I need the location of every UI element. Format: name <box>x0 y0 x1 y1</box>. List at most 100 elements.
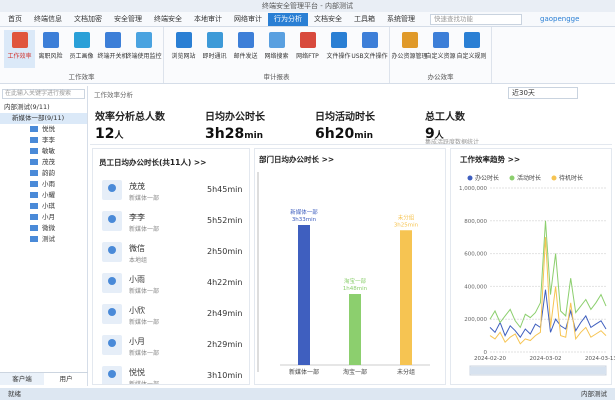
ribbon-item[interactable]: USB文件操作 <box>351 30 388 68</box>
tree-node[interactable]: 测试 <box>0 234 87 245</box>
line-panel <box>450 148 612 385</box>
tree-node[interactable]: 小琪 <box>0 201 87 212</box>
menu-tab[interactable]: 终端安全 <box>154 14 182 23</box>
range-select[interactable]: 近30天 <box>508 87 578 99</box>
ribbon-item[interactable]: 网络搜索 <box>261 30 292 68</box>
tree-node[interactable]: 微微 <box>0 223 87 234</box>
ribbon-item[interactable]: 终端开关机 <box>97 30 128 68</box>
employee-row[interactable]: 小月 新媒体一部 2h29min <box>99 332 244 360</box>
ribbon-item[interactable]: 邮件发送 <box>230 30 261 68</box>
employee-row[interactable]: 李李 新媒体一部 5h52min <box>99 208 244 236</box>
menu-tab[interactable]: 本地审计 <box>194 14 222 23</box>
employee-name: 小雨 <box>129 275 145 284</box>
ribbon-item-label: 邮件发送 <box>233 53 258 60</box>
menu-tab[interactable]: 工具箱 <box>354 14 375 23</box>
ribbon-item-label: 网络FTP <box>296 53 319 60</box>
menu-tab[interactable]: 系统管理 <box>387 14 415 23</box>
stat-unit: min <box>244 131 264 141</box>
status-right: 内部测试 <box>581 390 607 398</box>
employee-dept: 本地组 <box>129 257 148 264</box>
tree-node[interactable]: 小雨 <box>0 179 87 190</box>
menu-tab[interactable]: 首页 <box>8 14 22 23</box>
menu-tab[interactable]: 文档安全 <box>314 14 342 23</box>
ribbon-item[interactable]: 终端使用监控 <box>125 30 162 68</box>
icon <box>401 32 418 48</box>
ribbon-item-label: 自定义规则 <box>456 53 487 60</box>
stat-value: 6h20min <box>315 126 420 142</box>
avatar <box>102 304 122 324</box>
stat-number: 9 <box>425 126 435 142</box>
ribbon-items: 工作效率 离职风险 员工画像 终端开关机 终端使用监控 <box>4 27 162 71</box>
tree-tab[interactable]: 客户端 <box>0 373 44 385</box>
employee-dept: 新媒体一部 <box>129 350 160 357</box>
employee-row[interactable]: 悦悦 新媒体一部 3h10min <box>99 363 244 385</box>
employee-name: 微信 <box>129 244 145 253</box>
stat: 总工人数 9人 <box>425 108 530 142</box>
ribbon-item[interactable]: 自定义规则 <box>456 30 487 68</box>
menu-tab[interactable]: 网络审计 <box>234 14 262 23</box>
stat-label: 总工人数 <box>425 112 465 123</box>
ribbon-group: 办公资源管理 自定义资源 自定义规则 办公效率 <box>390 27 492 83</box>
separator <box>90 144 612 145</box>
tree-panel: 在此输入关键字进行搜索 内部测试(9/11) 新媒体一部(9/11) 悦悦 李李 敏敏 茂茂… <box>0 86 88 386</box>
ribbon-item[interactable]: 离职风险 <box>35 30 66 68</box>
icon <box>42 32 59 48</box>
tree-label: 小耀 <box>42 191 55 199</box>
icon <box>73 32 90 48</box>
employee-dept: 新媒体一部 <box>129 226 160 233</box>
tree-search[interactable]: 在此输入关键字进行搜索 <box>2 89 85 99</box>
ribbon-item[interactable]: 工作效率 <box>4 30 35 68</box>
ribbon-item[interactable]: 网络FTP <box>292 30 323 68</box>
tree-node[interactable]: 新媒体一部(9/11) <box>0 113 87 124</box>
menu-tab[interactable]: 终端信息 <box>34 14 62 23</box>
ribbon-item-label: 自定义资源 <box>425 53 456 60</box>
tree-node[interactable]: 敏敏 <box>0 146 87 157</box>
ribbon-item[interactable]: 自定义资源 <box>425 30 456 68</box>
ribbon-item[interactable]: 文件操作 <box>323 30 354 68</box>
user-name[interactable]: gaopengge <box>540 15 580 23</box>
icon <box>175 32 192 48</box>
tree-label: 测试 <box>42 235 55 243</box>
ribbon-item[interactable]: 浏览网站 <box>168 30 199 68</box>
user-icon <box>30 192 38 198</box>
menu-tab[interactable]: 安全管理 <box>114 14 142 23</box>
ribbon-item-label: 网络搜索 <box>264 53 289 60</box>
tree-tab[interactable]: 用户 <box>59 375 73 383</box>
tree-node[interactable]: 韵韵 <box>0 168 87 179</box>
stat: 效率分析总人数 12人 <box>95 108 200 142</box>
user-icon <box>30 170 38 176</box>
ribbon-item[interactable]: 办公资源管理 <box>392 30 428 68</box>
stat-value: 12人 <box>95 126 200 142</box>
ribbon-item[interactable]: 即时通讯 <box>199 30 230 68</box>
stat: 日均办公时长 3h28min <box>205 108 310 142</box>
ribbon-item-label: 终端使用监控 <box>125 53 162 60</box>
employee-row[interactable]: 微信 本地组 2h50min <box>99 239 244 267</box>
search-box[interactable]: 快速查找功能 <box>430 14 522 25</box>
user-icon <box>30 137 38 143</box>
icon <box>463 32 480 48</box>
stat-number: 3h28 <box>205 126 245 142</box>
tree-node[interactable]: 李李 <box>0 135 87 146</box>
employee-row[interactable]: 小雨 新媒体一部 4h22min <box>99 270 244 298</box>
tree-node[interactable]: 小耀 <box>0 190 87 201</box>
employee-row[interactable]: 茂茂 新媒体一部 5h45min <box>99 177 244 205</box>
employee-dept: 新媒体一部 <box>129 381 160 385</box>
tree-label: 茂茂 <box>42 158 55 166</box>
tree-node[interactable]: 茂茂 <box>0 157 87 168</box>
menu-tab[interactable]: 文档加密 <box>74 14 102 23</box>
tree-node[interactable]: 悦悦 <box>0 124 87 135</box>
ribbon-item[interactable]: 员工画像 <box>66 30 97 68</box>
tree-node[interactable]: 小月 <box>0 212 87 223</box>
icon <box>11 32 28 48</box>
icon <box>268 32 285 48</box>
stat-label: 日均活动时长 <box>315 112 375 123</box>
ribbon-item-label: 终端开关机 <box>97 53 128 60</box>
employee-row[interactable]: 小欣 新媒体一部 2h49min <box>99 301 244 329</box>
tree-label: 小月 <box>42 213 55 221</box>
employee-name: 小月 <box>129 337 145 346</box>
menu-tab[interactable]: 行为分析 <box>268 12 308 26</box>
tree-node[interactable]: 内部测试(9/11) <box>4 103 50 111</box>
ribbon-group-label: 工作效率 <box>68 73 95 81</box>
icon <box>135 32 152 48</box>
avatar <box>102 211 122 231</box>
